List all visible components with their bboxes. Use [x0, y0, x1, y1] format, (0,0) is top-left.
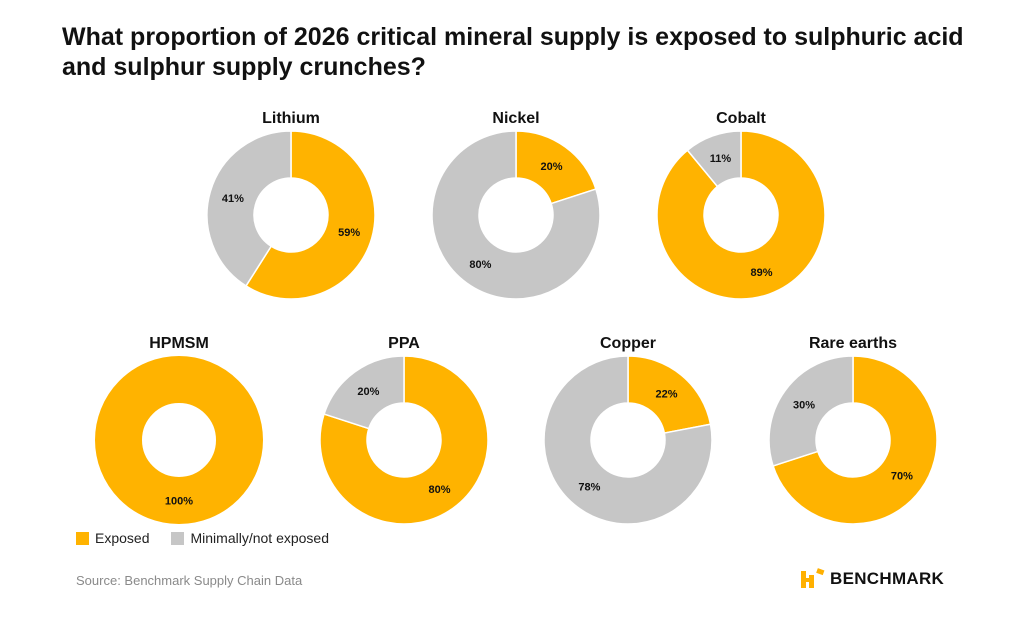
slice-hpmsm-exposed	[95, 356, 263, 524]
legend-item-not-exposed: Minimally/not exposed	[171, 530, 329, 546]
slice-copper-not-exposed	[543, 355, 713, 525]
donut-title-ppa: PPA	[388, 335, 420, 352]
legend-label-not-exposed: Minimally/not exposed	[190, 530, 329, 546]
slice-label-copper-exposed: 22%	[656, 388, 678, 400]
source-note: Source: Benchmark Supply Chain Data	[76, 573, 303, 588]
slice-cobalt-exposed	[656, 130, 826, 300]
donut-title-copper: Copper	[600, 335, 656, 352]
slice-rare-earths-not-exposed	[768, 355, 854, 467]
benchmark-logo-text: BENCHMARK	[830, 569, 945, 588]
benchmark-logo-icon	[801, 568, 825, 588]
slice-cobalt-not-exposed	[686, 130, 742, 188]
legend-swatch-not-exposed	[171, 531, 185, 545]
slice-label-rare-earths-not-exposed: 30%	[793, 399, 815, 411]
slice-label-cobalt-exposed: 89%	[750, 267, 772, 279]
donut-nickel: Nickel 20% 80%	[431, 110, 601, 300]
legend-item-exposed: Exposed	[76, 530, 149, 546]
slice-label-nickel-exposed: 20%	[541, 161, 563, 173]
donut-rare-earths: Rare earths 70% 30%	[768, 335, 938, 525]
benchmark-logo: BENCHMARK	[800, 568, 944, 590]
legend-label-exposed: Exposed	[95, 530, 150, 546]
legend: Exposed Minimally/not exposed	[76, 530, 343, 546]
slice-label-cobalt-not-exposed: 11%	[710, 153, 732, 165]
slice-copper-exposed	[627, 355, 712, 434]
donut-lithium: Lithium 59% 41%	[206, 110, 376, 300]
slice-label-ppa-not-exposed: 20%	[357, 386, 379, 398]
slice-label-hpmsm-exposed: 100%	[165, 496, 193, 508]
slice-rare-earths-exposed	[772, 355, 938, 525]
slice-label-rare-earths-exposed: 70%	[891, 471, 913, 483]
donut-title-nickel: Nickel	[492, 110, 539, 127]
donut-title-cobalt: Cobalt	[716, 110, 766, 127]
slice-lithium-exposed	[244, 130, 376, 300]
donut-ppa: PPA 80% 20%	[319, 335, 489, 525]
slice-label-lithium-not-exposed: 41%	[222, 193, 244, 205]
donut-hpmsm: HPMSM 100%	[95, 335, 263, 524]
donut-title-rare-earths: Rare earths	[809, 335, 897, 352]
slice-nickel-not-exposed	[431, 130, 601, 300]
donut-title-lithium: Lithium	[262, 110, 320, 127]
slice-label-copper-not-exposed: 78%	[578, 482, 600, 494]
donut-copper: Copper 22% 78%	[543, 335, 713, 525]
slice-lithium-not-exposed	[206, 130, 292, 287]
slice-label-lithium-exposed: 59%	[338, 227, 360, 239]
donut-cobalt: Cobalt 89% 11%	[656, 110, 826, 300]
donut-title-hpmsm: HPMSM	[149, 335, 209, 352]
chart-title: What proportion of 2026 critical mineral…	[62, 23, 964, 81]
slice-label-nickel-not-exposed: 80%	[469, 259, 491, 271]
slice-ppa-exposed	[319, 355, 489, 525]
slice-label-ppa-exposed: 80%	[429, 484, 451, 496]
legend-swatch-exposed	[76, 531, 89, 545]
slice-ppa-not-exposed	[323, 355, 405, 430]
